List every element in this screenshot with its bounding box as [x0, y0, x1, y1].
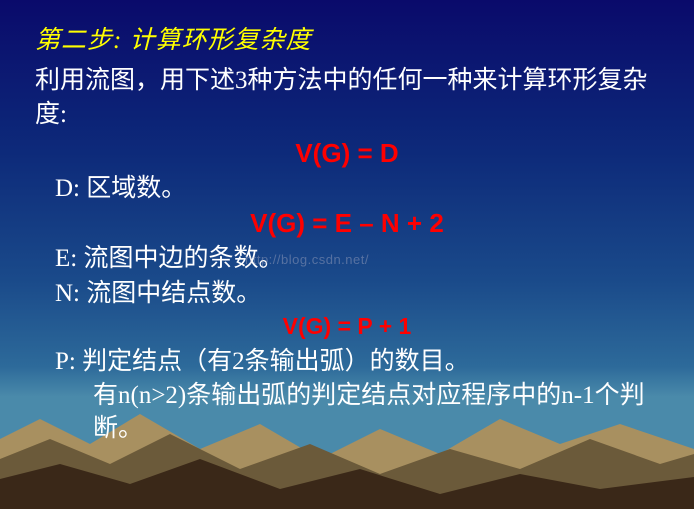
formula-2: V(G) = E – N + 2 [35, 208, 659, 239]
definition-n: N: 流图中结点数。 [35, 276, 659, 311]
step-title: 第二步: 计算环形复杂度 [35, 20, 659, 56]
formula-3: V(G) = P + 1 [35, 313, 659, 340]
intro-text: 利用流图，用下述3种方法中的任何一种来计算环形复杂度: [35, 64, 659, 132]
definition-p: P: 判定结点（有2条输出弧）的数目。 [35, 344, 659, 379]
definition-p-sub: 有n(n>2)条输出弧的判定结点对应程序中的n-1个判断。 [35, 379, 659, 447]
watermark-text: http://blog.csdn.net/ [245, 252, 369, 267]
definition-d: D: 区域数。 [35, 171, 659, 206]
formula-1: V(G) = D [35, 138, 659, 169]
